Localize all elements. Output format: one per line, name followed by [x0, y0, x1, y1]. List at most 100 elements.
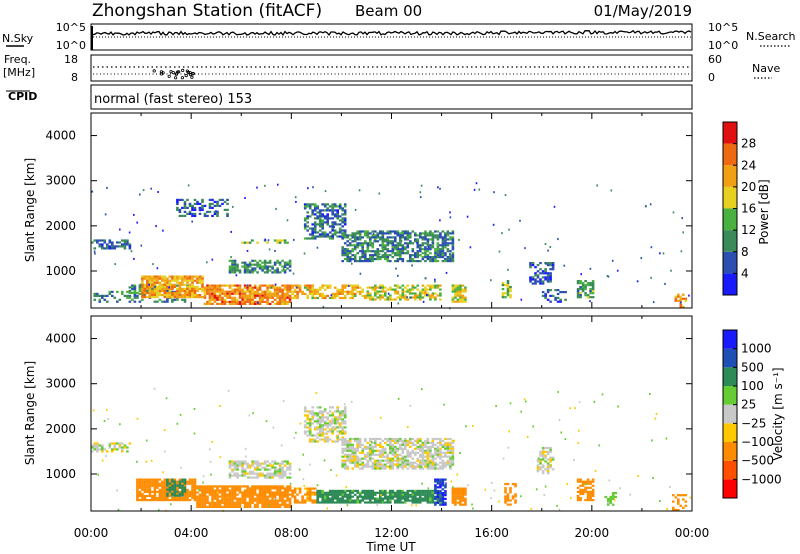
range-cell [156, 281, 159, 284]
range-cell [111, 450, 114, 453]
range-cell [384, 495, 387, 498]
range-cell [256, 294, 259, 297]
range-cell [361, 288, 364, 291]
range-cell [218, 501, 222, 504]
range-cell [248, 491, 252, 494]
range-cell [113, 247, 117, 250]
range-cell [126, 294, 129, 297]
range-cell [143, 480, 147, 483]
range-cell [394, 491, 397, 494]
range-cell [399, 497, 402, 500]
range-cell [545, 262, 547, 265]
range-cell [598, 444, 600, 447]
range-cell [288, 472, 292, 475]
range-cell [429, 455, 432, 458]
range-cell [328, 406, 332, 409]
range-cell [411, 288, 415, 291]
range-cell [472, 507, 474, 510]
range-cell [613, 499, 616, 502]
range-cell [421, 242, 425, 245]
range-cell [399, 296, 402, 299]
range-cell [245, 455, 247, 458]
range-cell [361, 443, 364, 446]
range-cell [449, 455, 452, 458]
range-cell [541, 450, 545, 453]
range-cell [544, 268, 547, 271]
range-cell [238, 288, 242, 291]
range-cell [333, 296, 337, 300]
range-cell [541, 454, 545, 457]
range-cell [501, 288, 505, 291]
range-cell [331, 489, 334, 492]
range-cell [351, 459, 354, 462]
range-cell [532, 425, 534, 428]
range-cell [399, 298, 402, 301]
range-cell [301, 497, 304, 500]
range-cell [298, 491, 302, 494]
range-cell [103, 294, 107, 297]
range-cell [168, 281, 172, 284]
range-cell [216, 210, 219, 213]
range-cell [399, 258, 402, 261]
range-cell [248, 501, 252, 504]
range-cell [674, 297, 678, 300]
range-cell [449, 238, 452, 241]
range-cell [399, 294, 402, 297]
range-cell [364, 463, 367, 466]
time-tick-label: 00:00 [74, 526, 109, 540]
range-cell [401, 290, 405, 293]
range-cell [351, 461, 354, 464]
range-cell [586, 486, 590, 489]
range-cell [356, 443, 359, 446]
range-cell [281, 298, 284, 301]
nave-dip-point [169, 70, 173, 74]
range-cell [248, 503, 252, 506]
range-cell [416, 501, 420, 504]
range-cell [411, 250, 415, 253]
range-cell [93, 446, 97, 449]
range-cell [444, 234, 447, 237]
range-cell [394, 292, 397, 295]
range-cell [246, 269, 249, 272]
range-cell [306, 495, 309, 498]
range-cell [436, 463, 440, 466]
range-cell [326, 207, 329, 210]
range-cell [584, 499, 587, 502]
range-cell [171, 490, 174, 493]
range-cell [303, 292, 307, 295]
range-cell [268, 468, 272, 471]
range-cell [96, 241, 99, 244]
range-cell [181, 296, 184, 299]
range-cell [213, 495, 217, 498]
range-cell [419, 248, 422, 251]
range-cell [381, 463, 385, 466]
colorbar-swatch [723, 251, 737, 274]
range-cell [196, 202, 199, 205]
range-cell [288, 269, 292, 272]
range-cell [461, 300, 465, 303]
range-cell [246, 290, 249, 293]
range-cell [267, 239, 270, 242]
range-cell [306, 229, 309, 232]
range-cell [183, 277, 187, 280]
range-cell [308, 422, 312, 425]
range-cell [493, 191, 495, 194]
range-cell [306, 416, 309, 419]
range-cell [389, 240, 392, 243]
range-cell [431, 497, 435, 500]
range-cell [258, 497, 262, 500]
range-cell [203, 485, 207, 488]
range-cell [261, 505, 264, 508]
range-cell [361, 246, 364, 249]
range-cell [268, 472, 272, 475]
range-cell [246, 284, 249, 287]
range-cell [356, 284, 359, 287]
range-cell [163, 480, 167, 483]
range-cell [163, 275, 167, 278]
range-cell [441, 254, 445, 257]
range-cell [273, 472, 277, 475]
range-cell [176, 499, 179, 502]
range-cell [364, 447, 367, 450]
range-cell [454, 300, 457, 303]
range-cell [208, 487, 212, 490]
